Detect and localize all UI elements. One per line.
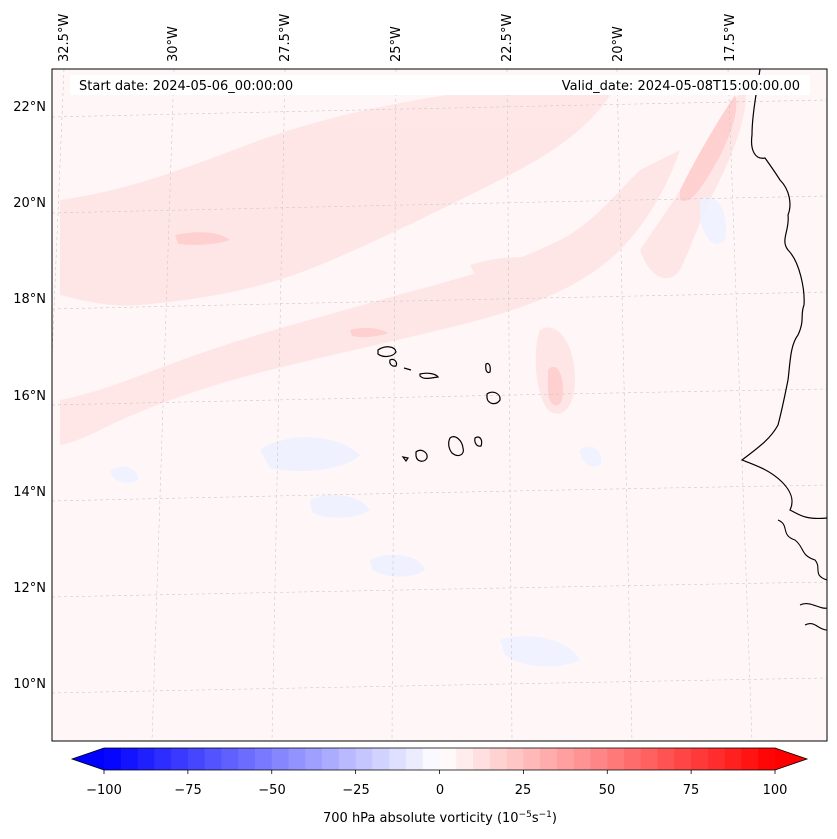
colorbar-tick-label: 75	[683, 783, 700, 798]
lat-label: 16°N	[13, 389, 46, 404]
colorbar-segment	[271, 748, 290, 770]
map-frame	[51, 68, 828, 742]
colorbar-segment	[187, 748, 206, 770]
lon-label: 25°W	[389, 26, 404, 62]
colorbar-segment	[372, 748, 390, 770]
latitude-labels: 22°N 20°N 18°N 16°N 14°N 12°N 10°N	[13, 100, 46, 692]
lat-label: 14°N	[13, 485, 46, 500]
colorbar-segment	[322, 748, 340, 770]
negative-vorticity-field	[110, 197, 726, 667]
lon-label: 32.5°W	[57, 14, 72, 62]
colorbar-segment	[104, 748, 122, 770]
lat-label: 12°N	[13, 581, 46, 596]
colorbar-segment	[338, 748, 357, 770]
colorbar-segment	[556, 748, 575, 770]
santiago-island	[448, 436, 464, 457]
colorbar-segment	[590, 748, 608, 770]
colorbar-segment	[171, 748, 189, 770]
stronger-positive-vorticity	[175, 95, 737, 406]
colorbar-segment	[724, 748, 742, 770]
lat-label: 10°N	[13, 677, 46, 692]
colorbar-extend-max	[775, 748, 807, 770]
colorbar-segment	[741, 748, 759, 770]
gridlines	[52, 69, 827, 741]
boa-vista-island	[486, 391, 501, 405]
colorbar-segment	[707, 748, 726, 770]
fogo-island	[415, 449, 428, 462]
lat-label: 20°N	[13, 196, 46, 211]
colorbar-segment	[473, 748, 491, 770]
colorbar-ticks: −100 −75 −50 −25 0 25 50 75 100	[86, 783, 787, 798]
colorbar-tick-label: −75	[174, 783, 201, 798]
map-panel	[52, 69, 827, 741]
colorbar-segment	[758, 748, 776, 770]
colorbar-segment	[607, 748, 625, 770]
colorbar-segment	[389, 748, 407, 770]
santo-antao-island	[377, 346, 397, 358]
lon-label: 30°W	[166, 26, 181, 62]
colorbar-segment	[238, 748, 256, 770]
colorbar-tick-label: 25	[515, 783, 532, 798]
colorbar-segment	[120, 748, 139, 770]
colorbar-tick-label: −50	[258, 783, 285, 798]
sal-island	[485, 362, 491, 374]
colorbar-segment	[489, 748, 508, 770]
colorbar-segment	[640, 748, 659, 770]
maio-island	[474, 436, 483, 447]
longitude-labels: 32.5°W 30°W 27.5°W 25°W 22.5°W 20°W 17.5…	[57, 14, 738, 62]
lon-label: 27.5°W	[278, 14, 293, 62]
brava-island	[401, 456, 409, 463]
colorbar-segment	[254, 748, 273, 770]
colorbar-segment	[355, 748, 373, 770]
date-header-box	[70, 75, 810, 95]
sierra-leone-coastline	[799, 603, 827, 631]
colorbar-tick-label: 100	[763, 783, 788, 798]
colorbar-segment	[691, 748, 709, 770]
lon-label: 17.5°W	[723, 14, 738, 62]
colorbar-segment	[221, 748, 239, 770]
colorbar-tick-label: 50	[599, 783, 616, 798]
colorbar-segment	[439, 748, 457, 770]
colorbar	[70, 747, 809, 774]
colorbar-segment	[573, 748, 591, 770]
santa-luzia-island	[403, 367, 412, 371]
colorbar-segment	[523, 748, 541, 770]
colorbar-segment	[422, 748, 440, 770]
colorbar-segment	[305, 748, 323, 770]
africa-coastline	[740, 69, 827, 520]
guinea-coastline	[777, 519, 827, 581]
colorbar-extend-min	[72, 748, 104, 770]
colorbar-segment	[154, 748, 172, 770]
colorbar-tick-label: −100	[86, 783, 122, 798]
colorbar-label: 700 hPa absolute vorticity (10−5s−1)	[323, 810, 557, 826]
sao-vicente-island	[389, 358, 398, 367]
colorbar-segment	[674, 748, 692, 770]
valid-date-label: Valid_date: 2024-05-08T15:00:00.00	[562, 79, 800, 94]
colorbar-segment	[456, 748, 474, 770]
colorbar-segment	[405, 748, 424, 770]
colorbar-segment	[657, 748, 675, 770]
cape-verde-islands	[377, 346, 501, 463]
colorbar-tick-label: 0	[436, 783, 444, 798]
sao-nicolau-island	[419, 372, 440, 379]
start-date-label: Start date: 2024-05-06_00:00:00	[79, 79, 293, 94]
colorbar-segment	[540, 748, 558, 770]
colorbar-segment	[624, 748, 642, 770]
colorbar-tick-label: −25	[342, 783, 369, 798]
colorbar-segment	[288, 748, 306, 770]
colorbar-segment	[204, 748, 222, 770]
lat-label: 18°N	[13, 292, 46, 307]
lat-label: 22°N	[13, 100, 46, 115]
lon-label: 22.5°W	[500, 14, 515, 62]
colorbar-segment	[506, 748, 524, 770]
lon-label: 20°W	[611, 26, 626, 62]
colorbar-segment	[137, 748, 155, 770]
